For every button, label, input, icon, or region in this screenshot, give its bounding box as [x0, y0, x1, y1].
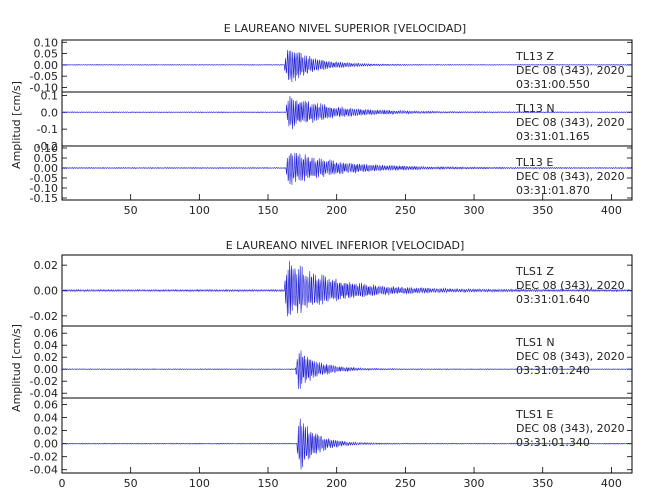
y-tick-label: 0.05	[34, 152, 59, 165]
time-label: 03:31:01.340	[516, 436, 590, 449]
station-label: TLS1 N	[515, 336, 555, 349]
lower-level-figure: E LAUREANO NIVEL INFERIOR [VELOCIDAD] Am…	[10, 239, 633, 490]
date-label: DEC 08 (343), 2020	[516, 116, 625, 129]
y-tick-label: 0.1	[41, 89, 59, 102]
date-label: DEC 08 (343), 2020	[516, 170, 625, 183]
waveform-trace	[61, 49, 633, 83]
station-label: TLS1 Z	[515, 265, 554, 278]
y-tick-label: 0.0	[41, 106, 59, 119]
x-tick-label: 300	[464, 204, 485, 217]
x-tick-label: 150	[258, 204, 279, 217]
station-label: TL13 E	[515, 156, 553, 169]
y-tick-label: -0.04	[30, 464, 58, 477]
x-tick-label: 0	[59, 477, 66, 490]
y-tick-label: 0.02	[34, 425, 59, 438]
station-label: TL13 Z	[515, 50, 554, 63]
station-label: TL13 N	[515, 102, 555, 115]
y-tick-label: 0.10	[34, 142, 59, 155]
date-label: DEC 08 (343), 2020	[516, 64, 625, 77]
panel-frame	[61, 397, 633, 474]
y-tick-label: -0.02	[30, 375, 58, 388]
y-tick-label: 0.06	[34, 327, 59, 340]
upper-level-figure: E LAUREANO NIVEL SUPERIOR [VELOCIDAD] Am…	[10, 22, 633, 217]
waveform-trace	[61, 95, 633, 130]
y-tick-label: 0.00	[34, 363, 59, 376]
y-tick-label: 0.00	[34, 59, 59, 72]
y-tick-label: 0.04	[34, 339, 59, 352]
time-label: 03:31:01.240	[516, 364, 590, 377]
y-tick-label: -0.02	[30, 310, 58, 323]
upper-y-axis-label: Amplitud [cm/s]	[10, 81, 23, 169]
waveform-trace	[61, 350, 633, 389]
date-label: DEC 08 (343), 2020	[516, 350, 625, 363]
x-tick-label: 200	[326, 477, 347, 490]
y-tick-label: -0.05	[30, 70, 58, 83]
y-tick-label: 0.05	[34, 48, 59, 61]
lower-y-axis-label: Amplitud [cm/s]	[10, 324, 23, 412]
time-label: 03:31:01.165	[516, 130, 590, 143]
y-tick-label: -0.10	[30, 81, 58, 94]
x-tick-label: 200	[326, 204, 347, 217]
x-tick-label: 400	[601, 204, 622, 217]
waveform-trace	[61, 418, 633, 470]
x-tick-label: 300	[464, 477, 485, 490]
waveform-trace	[61, 260, 633, 317]
y-tick-label: 0.00	[34, 162, 59, 175]
panel-frame	[61, 145, 633, 201]
lower-chart-title: E LAUREANO NIVEL INFERIOR [VELOCIDAD]	[226, 239, 465, 252]
y-tick-label: -0.04	[30, 387, 58, 400]
upper-chart-title: E LAUREANO NIVEL SUPERIOR [VELOCIDAD]	[224, 22, 466, 35]
y-tick-label: -0.02	[30, 451, 58, 464]
y-tick-label: 0.10	[34, 36, 59, 49]
y-tick-label: -0.2	[37, 140, 58, 153]
time-label: 03:31:00.550	[516, 78, 590, 91]
station-label: TLS1 E	[515, 408, 553, 421]
date-label: DEC 08 (343), 2020	[516, 422, 625, 435]
x-tick-label: 250	[395, 477, 416, 490]
y-tick-label: -0.10	[30, 182, 58, 195]
y-tick-label: -0.05	[30, 172, 58, 185]
y-tick-label: -0.15	[30, 192, 58, 205]
y-tick-label: 0.00	[34, 438, 59, 451]
x-tick-label: 100	[189, 477, 210, 490]
x-tick-label: 150	[258, 477, 279, 490]
y-tick-label: 0.04	[34, 412, 59, 425]
time-label: 03:31:01.640	[516, 293, 590, 306]
y-tick-label: 0.06	[34, 399, 59, 412]
x-tick-label: 350	[532, 477, 553, 490]
x-tick-label: 350	[532, 204, 553, 217]
x-tick-label: 50	[124, 477, 138, 490]
x-tick-label: 250	[395, 204, 416, 217]
x-tick-label: 400	[601, 477, 622, 490]
y-tick-label: 0.02	[34, 351, 59, 364]
x-tick-label: 100	[189, 204, 210, 217]
time-label: 03:31:01.870	[516, 184, 590, 197]
y-tick-label: -0.1	[37, 123, 58, 136]
y-tick-label: 0.00	[34, 285, 59, 298]
waveform-trace	[61, 152, 633, 186]
date-label: DEC 08 (343), 2020	[516, 279, 625, 292]
x-tick-label: 50	[124, 204, 138, 217]
y-tick-label: 0.02	[34, 259, 59, 272]
